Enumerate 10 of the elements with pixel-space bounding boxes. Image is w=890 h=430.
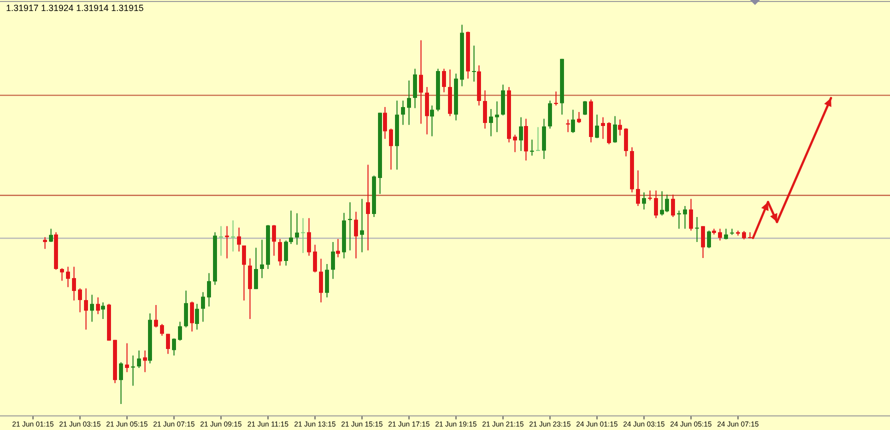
candlestick: [536, 127, 540, 152]
candlestick: [748, 232, 752, 238]
text: 1.31917 1.31924 1.31914 1.31915: [6, 2, 144, 13]
candlestick: [301, 218, 305, 254]
candlestick: [677, 210, 681, 229]
candlestick: [360, 198, 364, 252]
candlestick: [472, 46, 476, 82]
candlestick: [225, 226, 229, 258]
candlestick: [695, 217, 699, 242]
candlestick: [530, 140, 534, 156]
